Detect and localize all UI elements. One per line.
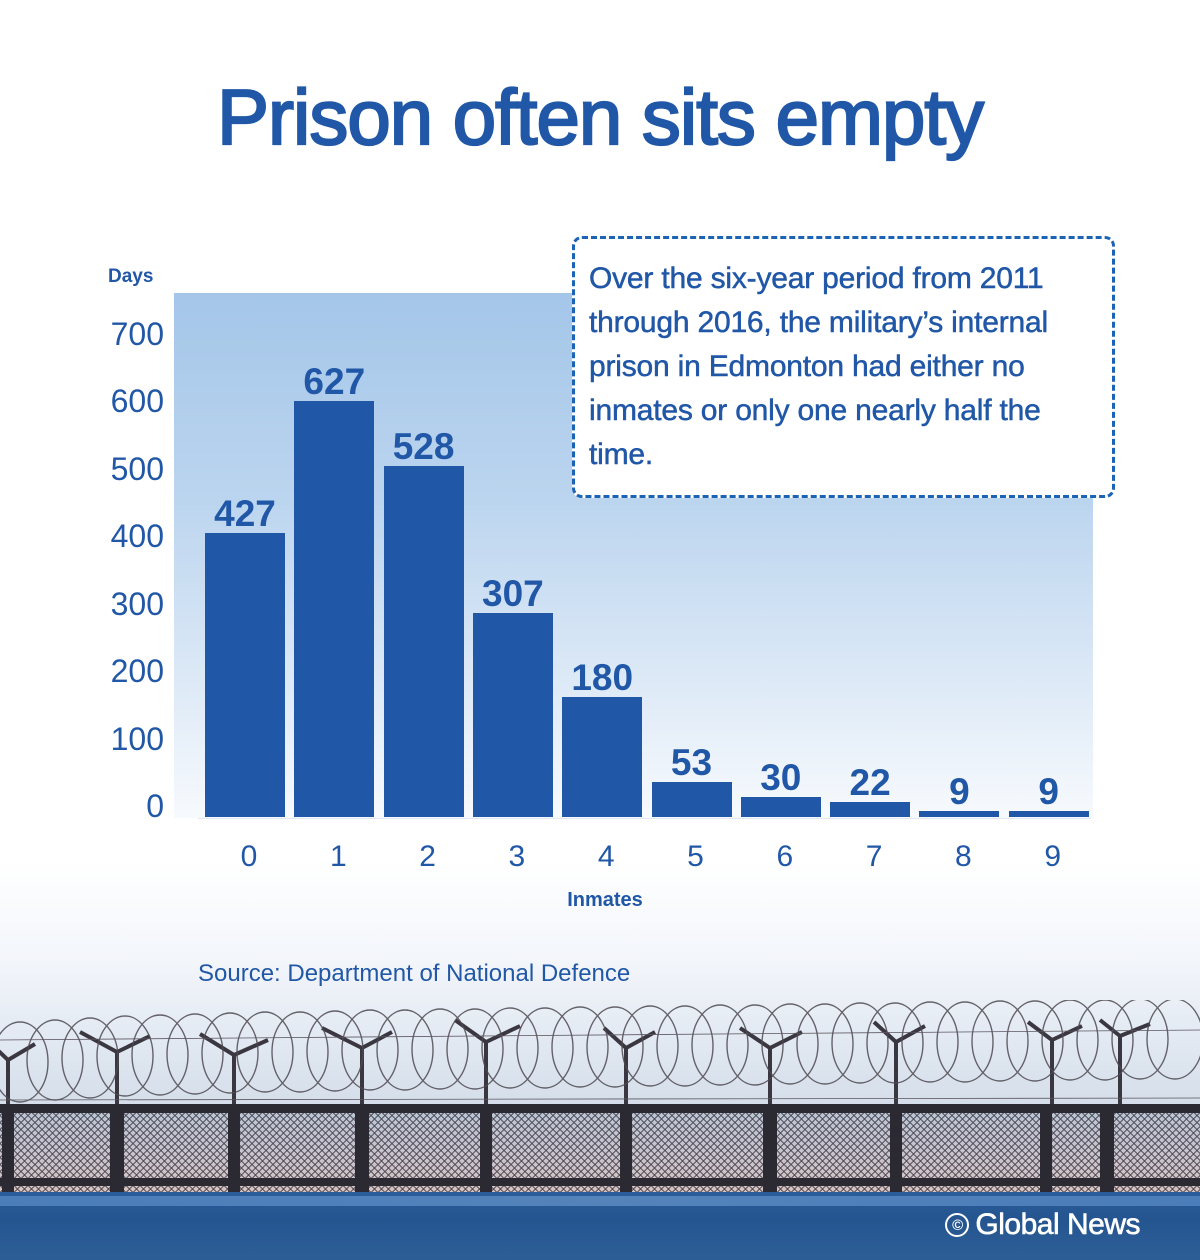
bar-value-label: 9 [1038, 771, 1059, 813]
bar-value-label: 53 [670, 741, 713, 783]
x-tick: 5 [687, 840, 704, 873]
x-tick: 1 [329, 840, 347, 873]
y-tick: 0 [146, 788, 164, 824]
bar-value-label: 9 [949, 771, 970, 813]
bar [830, 802, 911, 817]
annotation-callout: Over the six-year period from 2011 throu… [572, 236, 1115, 498]
bar [472, 613, 553, 817]
x-axis-baseline [198, 818, 1091, 819]
y-tick: 200 [110, 653, 164, 689]
x-tick: 8 [955, 840, 972, 873]
bar-value-label: 528 [392, 426, 455, 468]
bar-value-label: 30 [760, 757, 802, 799]
bar [383, 466, 464, 817]
x-tick: 6 [776, 840, 794, 873]
x-tick: 2 [419, 840, 436, 873]
bar [651, 781, 732, 817]
x-axis-title: Inmates [567, 889, 643, 911]
bar-value-label: 427 [214, 493, 276, 535]
brand-logo: © Global News [945, 1208, 1141, 1242]
razor-wire-fence-illustration [0, 1000, 1200, 1194]
bar-value-label: 307 [482, 573, 544, 615]
annotation-text: Over the six-year period from 2011 throu… [589, 262, 1049, 472]
chart-title: Prison often sits empty [216, 72, 985, 162]
bar [294, 400, 375, 817]
bar-value-label: 22 [849, 762, 891, 804]
y-axis-title: Days [108, 266, 154, 287]
x-tick: 0 [240, 840, 258, 873]
bar [205, 533, 285, 817]
footer-reflection [0, 1196, 1200, 1206]
y-tick: 300 [110, 585, 164, 622]
y-tick: 400 [110, 518, 164, 554]
x-tick: 9 [1044, 840, 1062, 873]
source-note: Source: Department of National Defence [198, 960, 631, 987]
y-tick: 600 [110, 383, 164, 419]
bar [740, 797, 821, 817]
y-tick: 500 [110, 450, 164, 487]
y-tick: 700 [110, 315, 164, 352]
x-tick: 3 [508, 840, 526, 873]
bar [1008, 811, 1089, 817]
y-tick: 100 [110, 720, 164, 757]
bar [562, 697, 643, 817]
bar-value-label: 627 [303, 360, 366, 402]
x-tick: 7 [865, 840, 883, 873]
copyright-icon: © [945, 1213, 970, 1237]
brand-name: Global News [975, 1208, 1141, 1242]
bar [919, 811, 1000, 817]
bar-value-label: 180 [571, 657, 634, 699]
footer-band [0, 1192, 1200, 1260]
x-tick: 4 [597, 840, 615, 873]
